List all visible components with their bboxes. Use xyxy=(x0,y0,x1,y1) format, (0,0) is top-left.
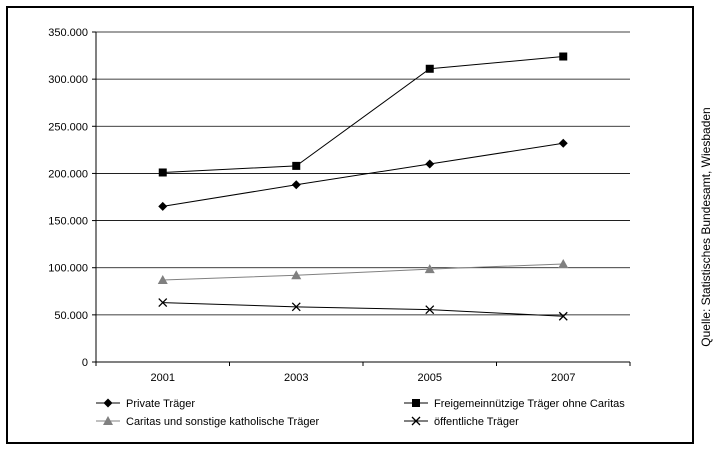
data-point-s4-2 xyxy=(291,302,301,312)
legend-label-3: Caritas und sonstige katholische Träger xyxy=(126,416,320,428)
y-tick-label: 0 xyxy=(82,357,88,369)
y-tick-label: 200.000 xyxy=(48,168,88,180)
source-note: Quelle: Statistisches Bundesamt, Wiesbad… xyxy=(698,8,714,446)
data-point-s3-1 xyxy=(157,274,168,284)
data-point-s1-4 xyxy=(558,138,568,148)
data-point-s3-2 xyxy=(291,270,302,280)
data-point-s2-2 xyxy=(292,161,301,170)
legend-marker-1 xyxy=(103,398,113,408)
series-line-1 xyxy=(162,142,564,207)
source-note-text: Quelle: Statistisches Bundesamt, Wiesbad… xyxy=(699,107,713,347)
legend-label-4: öffentliche Träger xyxy=(434,416,519,428)
series-line-4 xyxy=(162,302,564,317)
y-tick-label: 100.000 xyxy=(48,263,88,275)
x-tick-label: 2001 xyxy=(151,372,175,384)
data-point-s2-4 xyxy=(559,52,568,61)
data-point-s3-4 xyxy=(558,258,569,268)
chart-frame xyxy=(6,6,694,444)
line-chart: 0 50.000 100.000 150.000 200.000 250.000 300.0… xyxy=(48,27,631,428)
y-tick-label: 250.000 xyxy=(48,121,88,133)
data-point-s2-1 xyxy=(158,168,167,177)
data-point-s4-1 xyxy=(158,298,168,308)
data-point-s1-3 xyxy=(425,159,435,169)
data-point-s2-3 xyxy=(425,64,434,73)
y-tick-label: 50.000 xyxy=(54,310,88,322)
x-tick-label: 2005 xyxy=(418,372,442,384)
legend-label-1: Private Träger xyxy=(126,398,195,410)
y-tick-label: 150.000 xyxy=(48,216,88,228)
legend-marker-4 xyxy=(411,416,421,426)
legend-marker-2 xyxy=(412,399,420,407)
data-point-s1-1 xyxy=(158,201,168,211)
legend-label-2: Freigemeinnützige Träger ohne Caritas xyxy=(434,398,625,410)
data-point-s1-2 xyxy=(291,180,301,190)
x-tick-label: 2007 xyxy=(551,372,575,384)
data-point-s4-3 xyxy=(425,305,435,315)
y-tick-label: 300.000 xyxy=(48,74,88,86)
series-line-2 xyxy=(162,56,564,173)
series-line-3 xyxy=(162,263,564,281)
data-point-s3-3 xyxy=(424,264,435,274)
data-point-s4-4 xyxy=(558,311,568,321)
x-tick-label: 2003 xyxy=(284,372,308,384)
y-tick-label: 350.000 xyxy=(48,27,88,39)
legend-marker-3 xyxy=(103,416,113,425)
